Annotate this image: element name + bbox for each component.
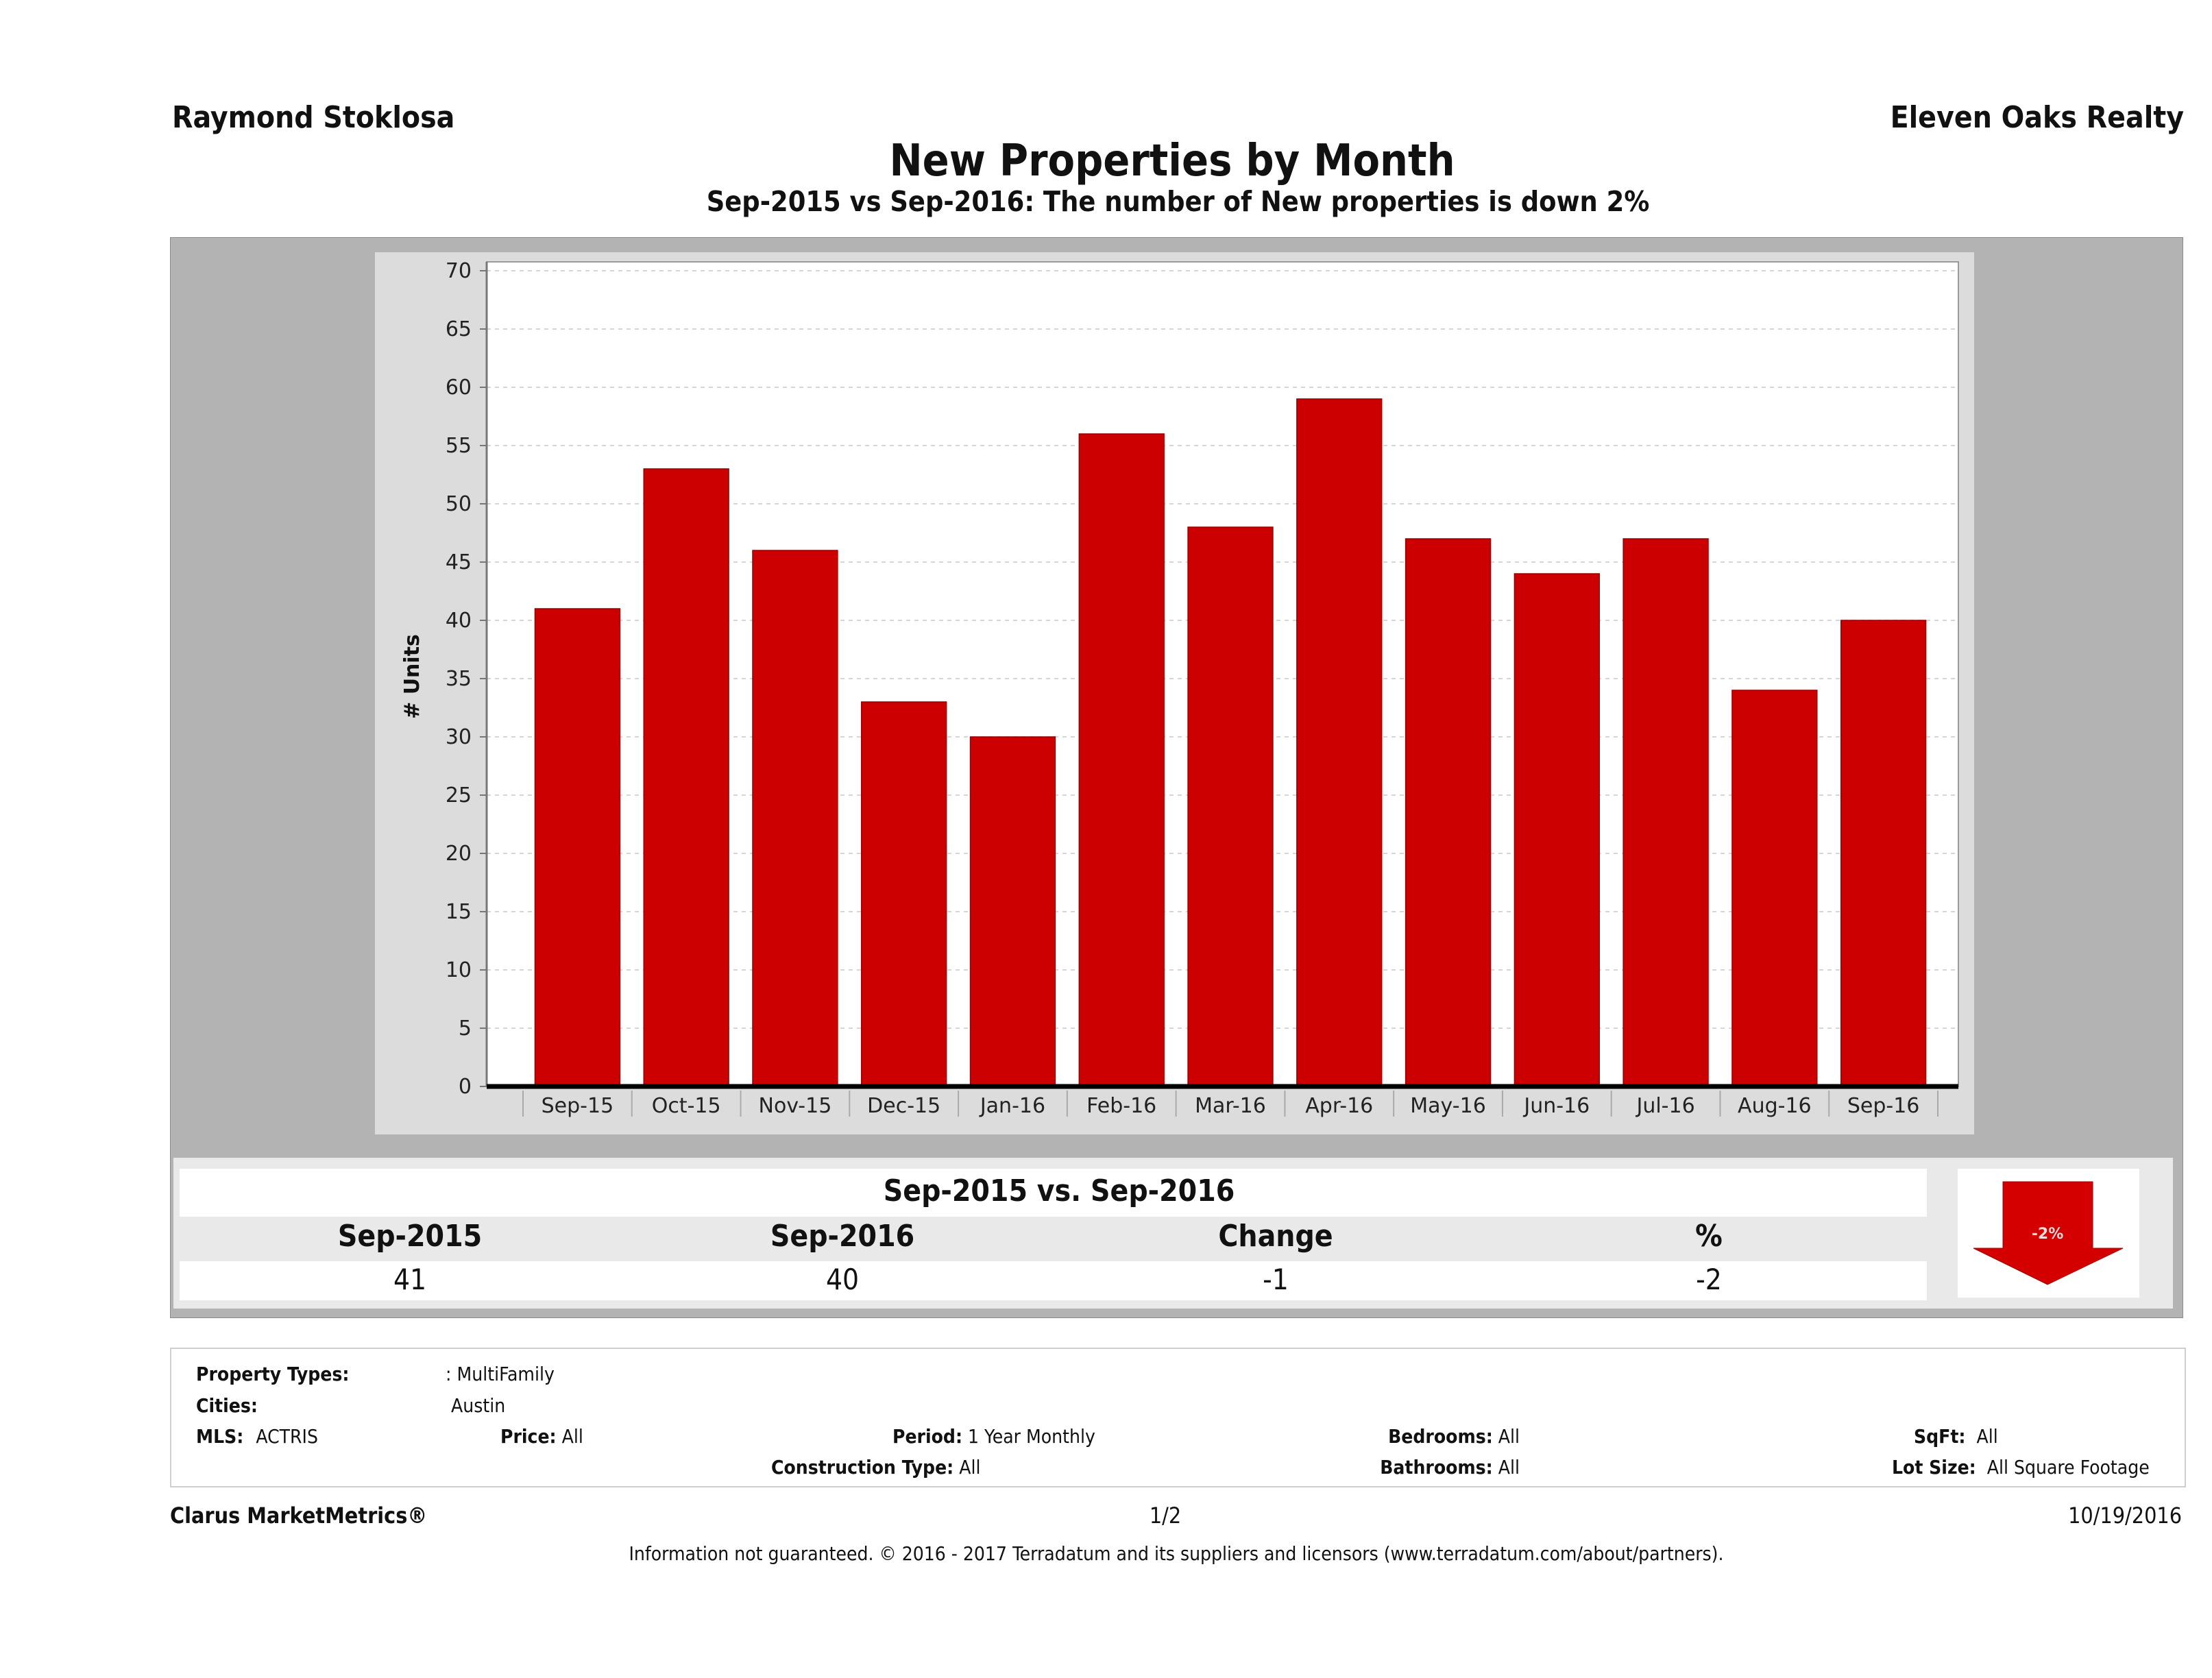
page-number: 1/2: [1149, 1503, 1182, 1529]
bar-aug-16: [1731, 690, 1818, 1087]
x-tick-label: Sep-15: [542, 1094, 614, 1118]
sqft-value: All: [1976, 1425, 1998, 1448]
bathrooms-value: All: [1498, 1456, 1520, 1479]
y-tick-label: 20: [446, 842, 472, 866]
bar-jul-16: [1622, 538, 1709, 1087]
construction-type-label: Construction Type:: [771, 1456, 954, 1479]
stats-title: Sep-2015 vs. Sep-2016: [883, 1174, 1235, 1208]
cities-value: Austin: [451, 1394, 506, 1417]
y-tick-label: 45: [446, 550, 472, 574]
x-tick-label: Nov-15: [759, 1094, 832, 1118]
stats-value-row: [180, 1261, 1927, 1300]
x-tick-label: Aug-16: [1738, 1094, 1812, 1118]
cities-label: Cities:: [196, 1394, 258, 1417]
x-tick-label: May-16: [1410, 1094, 1486, 1118]
bedrooms-label: Bedrooms:: [1388, 1425, 1493, 1448]
y-tick-label: 55: [446, 434, 472, 458]
company-name: Eleven Oaks Realty: [1890, 100, 2184, 135]
construction-type-value: All: [959, 1456, 981, 1479]
bar-dec-15: [861, 701, 947, 1087]
bar-sep-16: [1840, 620, 1927, 1087]
bar-may-16: [1405, 538, 1492, 1087]
y-tick-label: 60: [446, 376, 472, 400]
lot-size-label: Lot Size:: [1892, 1456, 1976, 1479]
brand-name: Clarus MarketMetrics®: [170, 1503, 428, 1529]
x-tick-labels: Sep-15 Oct-15 Nov-15 Dec-15 Jan-16 Feb-16 Mar-…: [522, 1091, 1938, 1118]
stats-value-sep-2016: 40: [825, 1263, 860, 1296]
x-tick-label: Jan-16: [979, 1094, 1045, 1118]
stats-value-change: -1: [1263, 1263, 1289, 1296]
bar-chart: 0 5 10 15 20 25 30 35 40 45 50 55 60 65 70 Sep-15 Oct-1…: [400, 259, 1959, 1118]
page-subtitle: Sep-2015 vs Sep-2016: The number of New …: [706, 185, 1650, 218]
stats-header-percent: %: [1695, 1219, 1723, 1254]
bar-sep-15: [534, 608, 621, 1087]
y-tick-label: 35: [446, 667, 472, 691]
bar-jun-16: [1514, 573, 1600, 1087]
down-arrow-icon: -2%: [1973, 1181, 2124, 1285]
y-tick-label: 15: [446, 900, 472, 924]
stats-header-row: [180, 1217, 1927, 1261]
lot-size-value: All Square Footage: [1986, 1456, 2150, 1479]
axes: [485, 262, 1958, 1089]
y-tick-label: 30: [446, 725, 472, 749]
y-tick-label: 5: [459, 1017, 472, 1041]
bars: [534, 398, 1927, 1087]
y-tick-labels: 0 5 10 15 20 25 30 35 40 45 50 55 60 65 70: [446, 259, 472, 1099]
y-tick-label: 70: [446, 259, 472, 283]
stats-header-change: Change: [1218, 1219, 1333, 1254]
bedrooms-value: All: [1498, 1425, 1520, 1448]
property-types-label: Property Types:: [196, 1363, 350, 1385]
bar-oct-15: [643, 468, 729, 1087]
disclaimer: Information not guaranteed. © 2016 - 201…: [629, 1542, 1724, 1565]
stats-value-percent: -2: [1696, 1263, 1722, 1296]
page-title: New Properties by Month: [889, 136, 1455, 186]
criteria-box: [170, 1348, 2186, 1487]
report-date: 10/19/2016: [2068, 1503, 2182, 1529]
agent-name: Raymond Stoklosa: [172, 100, 455, 135]
y-tick-label: 0: [459, 1075, 472, 1099]
property-types-value: : MultiFamily: [446, 1363, 555, 1385]
down-arrow-shape: [1973, 1181, 2124, 1285]
x-tick-label: Oct-15: [652, 1094, 721, 1118]
y-tick-label: 50: [446, 492, 472, 516]
y-tick-label: 10: [446, 958, 472, 982]
bar-nov-15: [752, 550, 838, 1087]
x-tick-label: Dec-15: [867, 1094, 940, 1118]
x-tick-label: Jul-16: [1635, 1094, 1694, 1118]
sqft-label: SqFt:: [1914, 1425, 1966, 1448]
x-tick-label: Feb-16: [1086, 1094, 1156, 1118]
x-tick-label: Jun-16: [1522, 1094, 1590, 1118]
period-value: 1 Year Monthly: [968, 1425, 1095, 1448]
price-value: All: [561, 1425, 583, 1448]
y-axis-label: # Units: [400, 634, 424, 719]
x-tick-label: Mar-16: [1195, 1094, 1266, 1118]
bar-jan-16: [969, 736, 1056, 1087]
bathrooms-label: Bathrooms:: [1380, 1456, 1493, 1479]
x-tick-label: Apr-16: [1305, 1094, 1373, 1118]
y-tick-label: 65: [446, 317, 472, 341]
bar-mar-16: [1187, 526, 1274, 1087]
bar-feb-16: [1078, 433, 1165, 1087]
bar-apr-16: [1296, 398, 1383, 1087]
period-label: Period:: [892, 1425, 963, 1448]
mls-value: ACTRIS: [256, 1425, 318, 1448]
mls-label: MLS:: [196, 1425, 244, 1448]
stats-title-row: [180, 1169, 1927, 1217]
x-tick-label: Sep-16: [1847, 1094, 1920, 1118]
price-label: Price:: [500, 1425, 557, 1448]
y-tick-label: 25: [446, 783, 472, 807]
change-badge: -2%: [2032, 1226, 2063, 1243]
stats-header-sep-2016: Sep-2016: [770, 1219, 915, 1254]
stats-header-sep-2015: Sep-2015: [337, 1219, 483, 1254]
y-tick-label: 40: [446, 609, 472, 633]
stats-value-sep-2015: 41: [393, 1263, 427, 1296]
